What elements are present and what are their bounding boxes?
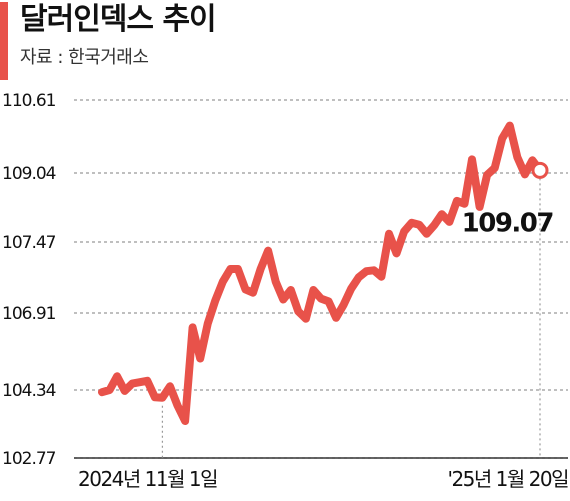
x-tick-label: 2024년 11월 1일 [78,467,217,491]
chart-source: 자료 : 한국거래소 [20,46,148,70]
last-value-label: 109.07 [462,208,554,238]
y-tick-label: 104.34 [2,381,56,401]
series-layer [102,126,547,422]
line-chart: 110.61 109.04 107.47 106.91 104.34 102.77 2024… [0,80,570,497]
y-tick-label: 107.47 [2,233,56,253]
chart-title: 달러인덱스 추이 [20,0,216,40]
title-accent-bar [0,2,8,80]
grid-layer [74,100,568,458]
y-tick-label: 109.04 [2,164,56,184]
chart-header: 달러인덱스 추이 자료 : 한국거래소 [0,0,570,80]
series-line [102,126,540,421]
y-tick-label: 110.61 [2,91,56,111]
y-tick-label: 106.91 [2,304,56,324]
y-tick-label: 102.77 [2,449,56,469]
x-tick-label: '25년 1월 20일 [447,467,568,491]
label-layer: 109.07 [462,208,554,238]
last-point-marker [533,163,547,177]
chart-area: 110.61 109.04 107.47 106.91 104.34 102.77 2024… [0,80,570,497]
